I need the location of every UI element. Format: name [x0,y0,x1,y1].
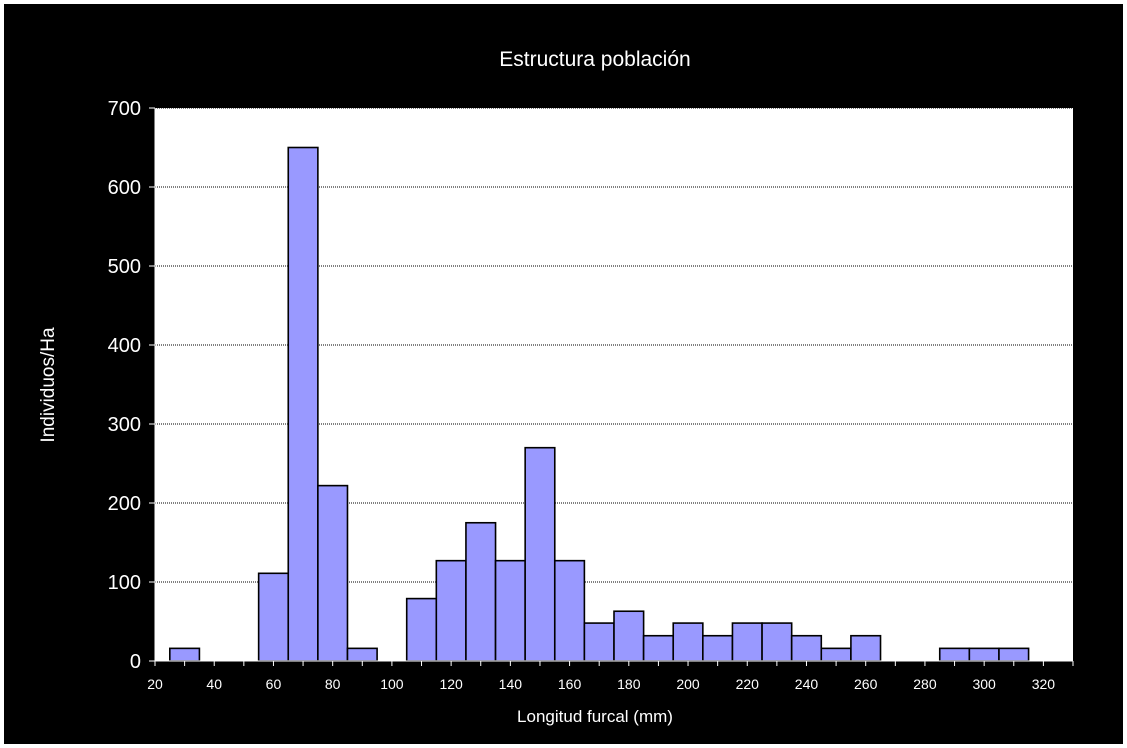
y-tick-label: 600 [108,177,141,199]
bar [553,559,586,662]
y-tick-label: 200 [108,493,141,515]
bar [761,622,793,662]
x-tick-label: 300 [972,676,996,692]
x-tick-label: 260 [854,676,878,692]
bar [790,634,823,662]
chart-frame: Estructura población 0 100 200 300 400 500 600… [4,4,1123,744]
bar [169,647,201,662]
y-tick-label: 400 [108,335,141,357]
bar [317,484,349,662]
x-tick-label: 280 [913,676,937,692]
x-tick-label: 80 [325,676,341,692]
bar [820,647,852,662]
x-tick-label: 160 [558,676,582,692]
y-tick-label: 100 [108,572,141,594]
x-tick-label: 40 [206,676,222,692]
y-tick-label: 300 [108,414,141,436]
bar [287,146,319,662]
y-tick-label: 500 [108,256,141,278]
x-tick-label: 20 [147,676,163,692]
bar [672,622,704,662]
bar [524,446,556,662]
y-tick-label: 700 [108,98,141,120]
x-tick-label: 320 [1032,676,1056,692]
chart-title: Estructura población [499,48,690,71]
bar [968,647,1000,662]
bar [998,647,1030,662]
x-tick-label: 180 [617,676,641,692]
bar [938,647,971,662]
bars [169,146,1030,662]
y-tick-label: 0 [130,651,141,673]
x-tick-label: 120 [439,676,463,692]
bar [583,622,615,662]
x-axis-title: Longitud furcal (mm) [517,707,673,726]
bar [405,597,438,662]
x-tick-label: 140 [499,676,523,692]
bar [346,647,378,662]
bar [613,610,645,662]
x-axis: 20 40 60 80 100 120 140 160 180 200 220 240 260 280 30… [147,660,1074,692]
bar [435,559,467,662]
y-axis: 0 100 200 300 400 500 600 700 [108,98,156,673]
histogram-chart: Estructura población 0100200300400500600… [38,48,1074,726]
bar [731,622,763,662]
x-tick-label: 220 [736,676,760,692]
bar [850,634,882,662]
x-tick-label: 100 [380,676,404,692]
x-tick-label: 240 [795,676,819,692]
bar [465,521,497,662]
x-tick-label: 200 [676,676,700,692]
x-tick-label: 60 [266,676,282,692]
bar [702,634,734,662]
bar [257,572,290,662]
bar [642,634,675,662]
y-axis-title: Individuos/Ha [38,327,59,443]
bar [494,559,526,662]
